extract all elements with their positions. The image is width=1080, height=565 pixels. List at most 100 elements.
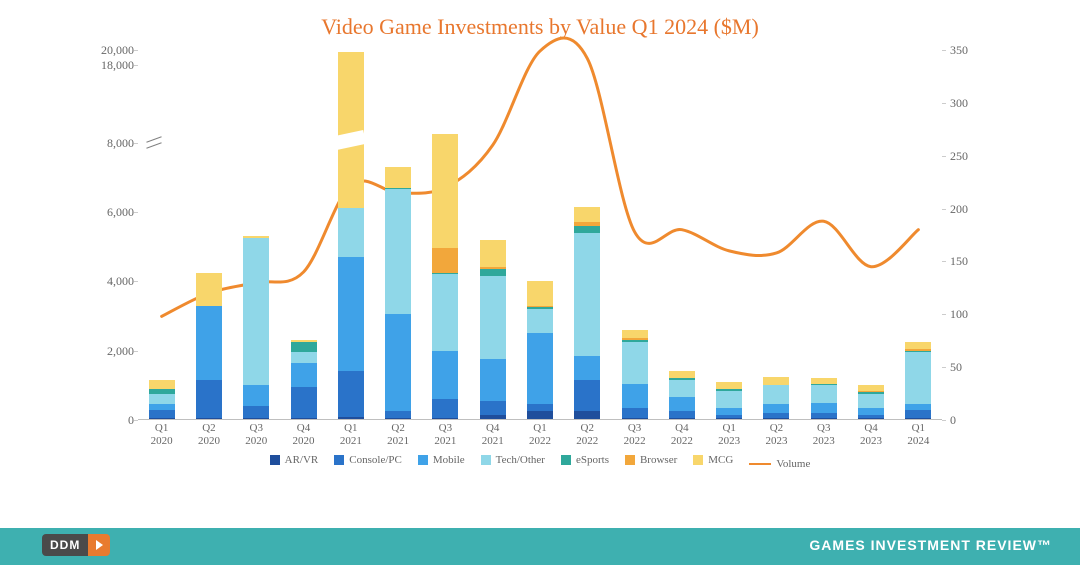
y-right-tick: 0 xyxy=(950,414,990,426)
bar-segment-console-pc xyxy=(763,413,789,418)
y-right-tick: 250 xyxy=(950,150,990,162)
bar-segment-tech-other xyxy=(669,380,695,397)
bar-segment-mcg xyxy=(196,273,222,306)
legend-swatch xyxy=(270,455,280,465)
y-right-tick: 50 xyxy=(950,361,990,373)
bar-segment-mcg xyxy=(243,236,269,238)
x-axis-line xyxy=(138,419,942,420)
bar-segment-mobile xyxy=(243,385,269,406)
legend-swatch xyxy=(418,455,428,465)
bar-segment-tech-other xyxy=(811,385,837,402)
bar-segment-mcg xyxy=(858,385,884,390)
page-root: Video Game Investments by Value Q1 2024 … xyxy=(0,0,1080,565)
legend-swatch xyxy=(625,455,635,465)
bar-segment-console-pc xyxy=(811,413,837,418)
bar-segment-console-pc xyxy=(527,404,553,411)
legend-item: MCG xyxy=(693,454,733,466)
bar-segment-tech-other xyxy=(385,189,411,314)
bar-segment-console-pc xyxy=(574,380,600,411)
x-tick-label: Q32021 xyxy=(434,422,456,448)
chart-title: Video Game Investments by Value Q1 2024 … xyxy=(0,14,1080,40)
x-tick-label: Q12022 xyxy=(529,422,551,448)
bar-segment-browser xyxy=(622,338,648,340)
ddm-logo: DDM xyxy=(42,534,110,556)
bar-segment-console-pc xyxy=(669,411,695,418)
bar-segment-browser xyxy=(480,267,506,269)
bar-segment-esports xyxy=(622,340,648,342)
y-left-tick: 8,000 xyxy=(90,137,134,149)
x-axis-labels: Q12020Q22020Q32020Q42020Q12021Q22021Q320… xyxy=(138,422,942,452)
bar-segment-mobile xyxy=(811,403,837,413)
bar-segment-browser xyxy=(527,306,553,308)
bar-segment-console-pc xyxy=(480,401,506,415)
x-tick-label: Q12023 xyxy=(718,422,740,448)
bar-segment-mobile xyxy=(574,356,600,380)
bar-segment-console-pc xyxy=(291,387,317,418)
y-right-tick: 350 xyxy=(950,44,990,56)
bar-segment-console-pc xyxy=(905,410,931,419)
x-tick-label: Q22022 xyxy=(576,422,598,448)
bar-segment-mcg xyxy=(622,330,648,339)
y-left-tick: 2,000 xyxy=(90,345,134,357)
legend-item: Mobile xyxy=(418,454,465,466)
bar-segment-esports xyxy=(811,384,837,386)
legend-swatch xyxy=(693,455,703,465)
bar-segment-mobile xyxy=(905,404,931,409)
x-tick-label: Q12020 xyxy=(151,422,173,448)
bar-segment-mcg xyxy=(811,378,837,383)
bar-segment-mobile xyxy=(291,363,317,387)
bar-segment-tech-other xyxy=(338,208,364,257)
bar-segment-console-pc xyxy=(622,408,648,418)
bar-segment-mobile xyxy=(716,408,742,415)
x-tick-label: Q22020 xyxy=(198,422,220,448)
bar-segment-browser xyxy=(858,391,884,393)
y-left-tick: 18,000 xyxy=(90,59,134,71)
bar-segment-mobile xyxy=(669,397,695,411)
bar-segment-mobile xyxy=(338,257,364,371)
x-tick-label: Q22023 xyxy=(765,422,787,448)
bar-segment-console-pc xyxy=(196,380,222,418)
footer-title: GAMES INVESTMENT REVIEW™ xyxy=(809,537,1052,553)
legend-label: AR/VR xyxy=(285,454,319,466)
bar-segment-mcg xyxy=(480,240,506,268)
x-tick-label: Q22021 xyxy=(387,422,409,448)
bar-segment-esports xyxy=(385,188,411,190)
legend-item: Volume xyxy=(749,458,810,470)
x-tick-label: Q42020 xyxy=(293,422,315,448)
bar-segment-esports xyxy=(149,389,175,394)
bar-segment-mcg xyxy=(716,382,742,389)
bar-segment-mcg xyxy=(149,380,175,389)
bar-segment-mobile xyxy=(858,408,884,415)
bar-segment-esports xyxy=(432,273,458,275)
bar-segment-mobile xyxy=(763,404,789,413)
bar-segment-tech-other xyxy=(480,276,506,359)
bar-segment-browser xyxy=(432,248,458,272)
y-axis-left: 02,0004,0006,0008,00018,00020,000 xyxy=(90,50,134,420)
legend-label: Browser xyxy=(640,454,677,466)
bar-segment-tech-other xyxy=(716,391,742,408)
x-tick-label: Q42021 xyxy=(482,422,504,448)
legend-label: Tech/Other xyxy=(496,454,545,466)
bar-segment-mobile xyxy=(196,306,222,381)
legend-item: AR/VR xyxy=(270,454,319,466)
legend-swatch xyxy=(561,455,571,465)
bar-segment-esports xyxy=(291,342,317,352)
bar-segment-mobile xyxy=(385,314,411,411)
footer-stripe xyxy=(0,525,1080,528)
legend-item: eSports xyxy=(561,454,609,466)
y-right-tick: 150 xyxy=(950,255,990,267)
bar-segment-mcg xyxy=(385,167,411,188)
ddm-logo-text: DDM xyxy=(42,534,88,556)
bar-segment-esports xyxy=(669,378,695,380)
bar-segment-mobile xyxy=(480,359,506,401)
x-tick-label: Q42023 xyxy=(860,422,882,448)
bar-segment-mobile xyxy=(432,351,458,400)
legend-item: Tech/Other xyxy=(481,454,545,466)
bar-segment-tech-other xyxy=(432,274,458,350)
x-tick-label: Q42022 xyxy=(671,422,693,448)
bar-segment-tech-other xyxy=(622,342,648,384)
footer: DDM GAMES INVESTMENT REVIEW™ xyxy=(0,525,1080,565)
legend-item: Browser xyxy=(625,454,677,466)
bar-segment-tech-other xyxy=(763,385,789,404)
y-left-tick: 4,000 xyxy=(90,275,134,287)
